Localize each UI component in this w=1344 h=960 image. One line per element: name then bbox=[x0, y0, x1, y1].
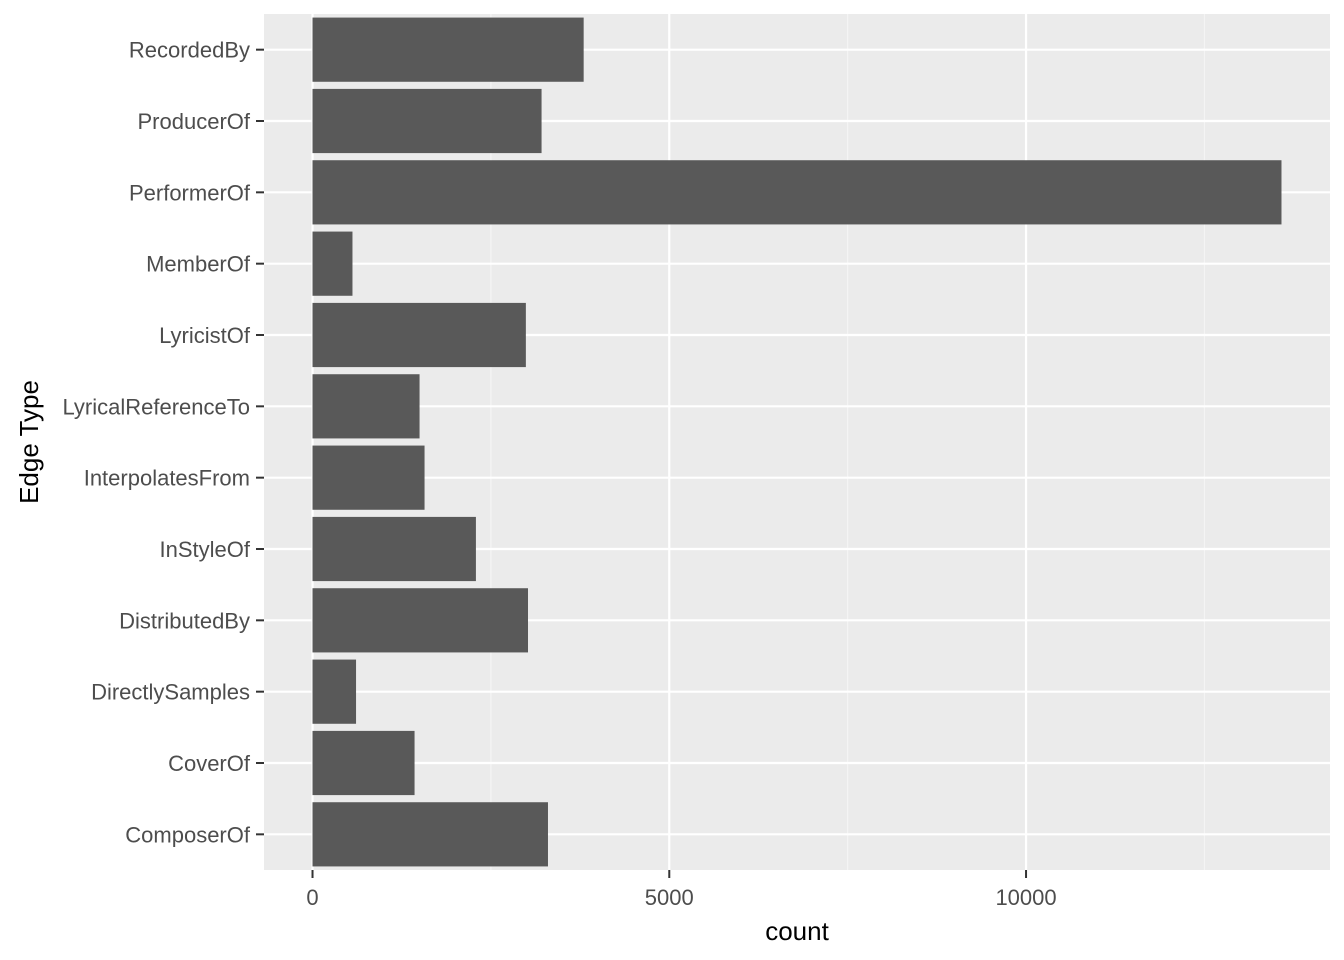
x-axis-ticks: 0 5000 10000 bbox=[306, 870, 1057, 910]
bar-producerof bbox=[312, 88, 542, 154]
y-tick-label: InterpolatesFrom bbox=[84, 466, 250, 491]
bars bbox=[312, 17, 1282, 867]
bar-recordedby bbox=[312, 17, 584, 82]
y-tick-label: PerformerOf bbox=[129, 180, 251, 205]
bar-lyricalreferenceto bbox=[312, 374, 420, 439]
bar-lyricistof bbox=[312, 302, 526, 368]
bar-coverof bbox=[312, 730, 415, 796]
x-axis-title: count bbox=[765, 916, 829, 946]
bar-directlysamples bbox=[312, 659, 357, 724]
bar-composerof bbox=[312, 802, 548, 867]
y-axis-title: Edge Type bbox=[14, 380, 44, 504]
bar-memberof bbox=[312, 231, 353, 296]
y-tick-label: DirectlySamples bbox=[91, 680, 250, 705]
y-tick-label: ProducerOf bbox=[138, 109, 251, 134]
y-tick-label: ComposerOf bbox=[125, 822, 251, 847]
y-tick-label: DistributedBy bbox=[119, 608, 250, 633]
minor-gridlines bbox=[490, 14, 1205, 870]
bar-distributedby bbox=[312, 588, 529, 653]
x-tick-label: 10000 bbox=[995, 885, 1056, 910]
y-tick-label: LyricalReferenceTo bbox=[63, 394, 251, 419]
y-tick-label: MemberOf bbox=[146, 252, 251, 277]
y-tick-label: InStyleOf bbox=[160, 537, 251, 562]
y-axis-ticks: ComposerOf CoverOf DirectlySamples Distribu… bbox=[63, 38, 264, 847]
x-tick-label: 5000 bbox=[645, 885, 694, 910]
plot-panel bbox=[264, 14, 1330, 870]
bar-instyleof bbox=[312, 516, 476, 582]
y-tick-label: RecordedBy bbox=[129, 38, 250, 63]
bar-performerof bbox=[312, 160, 1282, 225]
x-tick-label: 0 bbox=[306, 885, 318, 910]
y-tick-label: LyricistOf bbox=[159, 323, 251, 348]
bar-interpolatesfrom bbox=[312, 445, 425, 510]
y-tick-label: CoverOf bbox=[168, 751, 251, 776]
